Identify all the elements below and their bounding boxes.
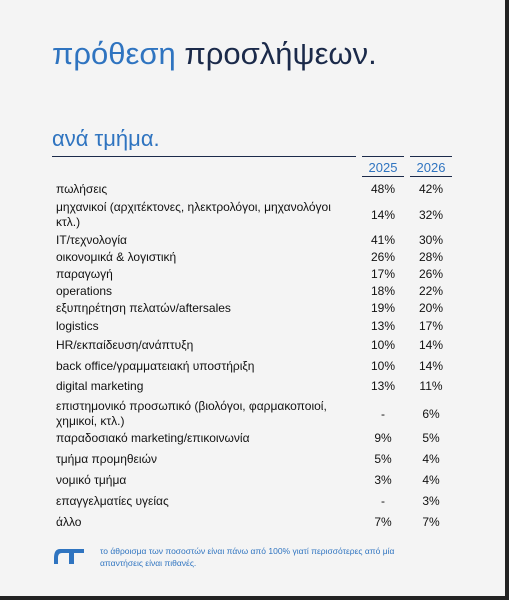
cell-value: 41% (370, 233, 396, 247)
title: πρόθεση προσλήψεων. (52, 36, 377, 72)
rule (362, 176, 404, 177)
row-label: back office/γραμματειακή υποστήριξη (56, 359, 255, 373)
row-label: εξυπηρέτηση πελατών/aftersales (56, 301, 231, 315)
row-label: οικονομικά & λογιστική (56, 250, 177, 264)
cell-value: 5% (374, 452, 392, 466)
cell-value: 7% (422, 515, 440, 529)
row-label: operations (56, 284, 113, 298)
cell-value: 4% (422, 473, 440, 487)
row-label: παραγωγή (56, 267, 113, 281)
cell-value: 30% (418, 233, 444, 247)
row-label: digital marketing (56, 379, 144, 393)
cell-value: 28% (418, 250, 444, 264)
rule (52, 156, 356, 157)
cell-value: 22% (418, 284, 444, 298)
logo (54, 549, 84, 564)
row-label: επαγγελματίες υγείας (56, 494, 169, 508)
cell-value: 5% (422, 431, 440, 445)
rule (410, 176, 452, 177)
cell-value: - (381, 407, 385, 421)
cell-value: 10% (370, 338, 396, 352)
cell-value: - (381, 494, 385, 508)
cell-value: 6% (422, 407, 440, 421)
row-label: τμήμα προμηθειών (56, 452, 157, 466)
cell-value: 32% (418, 208, 444, 222)
cell-value: 48% (370, 182, 396, 196)
row-label: logistics (56, 319, 99, 333)
footnote: το άθροισμα των ποσοστών είναι πάνω από … (100, 546, 395, 568)
cell-value: 3% (374, 473, 392, 487)
row-label: HR/εκπαίδευση/ανάπτυξη (56, 338, 194, 352)
row-label: πωλήσεις (56, 182, 108, 196)
cell-value: 11% (419, 379, 443, 393)
row-label: επιστημονικό προσωπικό (βιολόγοι, φαρμακ… (56, 399, 327, 428)
rule (362, 156, 404, 157)
cell-value: 9% (374, 431, 392, 445)
row-label: νομικό τμήμα (56, 473, 127, 487)
column-header: 2025 (368, 160, 398, 175)
cell-value: 3% (422, 494, 440, 508)
cell-value: 18% (370, 284, 396, 298)
cell-value: 26% (418, 267, 444, 281)
cell-value: 17% (370, 267, 396, 281)
row-label: IT/τεχνολογία (56, 233, 127, 247)
cell-value: 13% (370, 319, 396, 333)
cell-value: 17% (418, 319, 444, 333)
row-label: μηχανικοί (αρχιτέκτονες, ηλεκτρολόγοι, μ… (56, 200, 331, 229)
cell-value: 42% (418, 182, 444, 196)
row-label: άλλο (56, 515, 82, 529)
title-accent: πρόθεση (52, 36, 176, 71)
cell-value: 14% (370, 208, 396, 222)
cell-value: 13% (370, 379, 396, 393)
cell-value: 19% (370, 301, 396, 315)
cell-value: 14% (418, 338, 444, 352)
subtitle: ανά τμήμα. (52, 126, 160, 151)
cell-value: 20% (418, 301, 444, 315)
column-header: 2026 (416, 160, 446, 175)
cell-value: 26% (370, 250, 396, 264)
cell-value: 10% (370, 359, 396, 373)
title-rest: προσλήψεων. (184, 36, 377, 71)
cell-value: 14% (418, 359, 444, 373)
row-label: παραδοσιακό marketing/επικοινωνία (56, 431, 250, 445)
rule (410, 156, 452, 157)
cell-value: 4% (422, 452, 440, 466)
cell-value: 7% (374, 515, 392, 529)
